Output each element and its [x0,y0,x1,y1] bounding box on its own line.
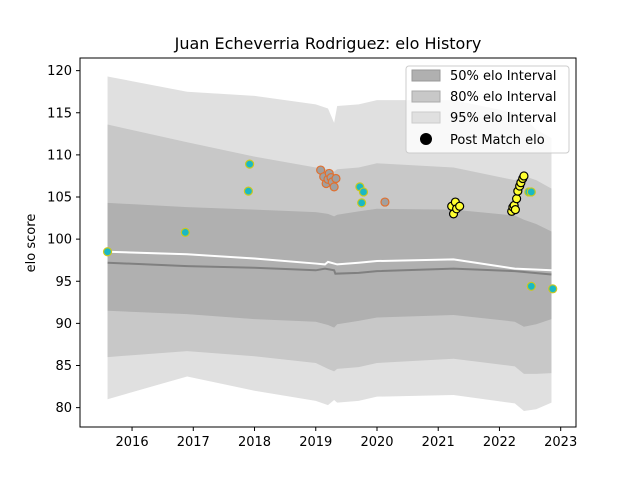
y-tick-label: 90 [55,317,72,332]
legend-swatch-95 [411,111,441,124]
y-axis-label: elo score [24,214,39,273]
legend-label-95: 95% elo Interval [450,111,557,126]
legend-box [405,65,570,154]
plot-frame [79,57,577,428]
post-match-point [243,186,253,196]
x-tick-label: 2022 [483,435,516,450]
x-axis: 2016 2017 2018 2019 2020 2021 2022 2023 [116,427,577,450]
post-match-point [512,194,522,204]
post-match-point [331,173,341,184]
legend-label-post-match: Post Match elo [450,133,545,148]
post-match-points [102,159,558,294]
legend: 50% elo Interval 80% elo Interval 95% el… [405,65,570,154]
y-tick-label: 85 [55,359,72,374]
post-match-point [519,171,529,181]
post-match-point [102,247,113,257]
x-tick-label: 2019 [299,435,332,450]
post-match-point [245,159,255,169]
legend-marker-post-match [420,133,432,145]
x-tick-label: 2023 [544,435,577,450]
post-match-point [526,281,536,291]
median-lines [107,250,552,276]
post-match-point [358,187,369,197]
y-tick-label: 120 [47,64,72,79]
y-tick-label: 95 [55,275,72,290]
post-match-point [329,182,339,192]
post-match-point [526,187,536,197]
y-tick-label: 100 [47,233,72,248]
plot-area [102,76,558,411]
median-elo-line [107,261,552,276]
legend-swatch-80 [411,90,441,103]
post-match-point [510,205,520,215]
post-match-point [180,227,190,237]
post-match-point [380,197,390,207]
post-match-point [548,284,558,294]
y-tick-label: 115 [47,106,72,121]
x-tick-label: 2021 [422,435,455,450]
y-tick-label: 110 [47,148,72,163]
x-tick-label: 2020 [360,435,393,450]
x-tick-label: 2017 [177,435,210,450]
legend-swatch-50 [411,69,441,82]
legend-label-80: 80% elo Interval [450,90,557,105]
x-tick-label: 2018 [238,435,271,450]
y-axis: 80 85 90 95 100 105 110 115 120 [47,64,80,416]
chart-title: Juan Echeverria Rodriguez: elo History [174,34,482,53]
x-tick-label: 2016 [116,435,149,450]
interval-bands [107,76,552,411]
legend-label-50: 50% elo Interval [450,69,557,84]
mean-elo-line [107,250,552,272]
band-50 [107,202,552,328]
post-match-point [357,198,367,208]
y-tick-label: 80 [55,401,72,416]
post-match-point [455,201,465,211]
y-tick-label: 105 [47,191,72,206]
